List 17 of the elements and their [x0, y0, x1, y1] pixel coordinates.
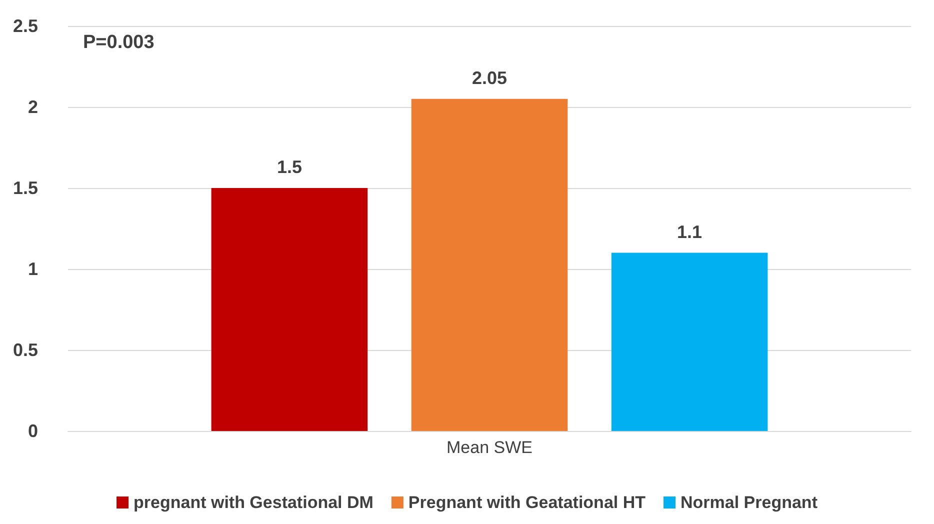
- legend-label: Normal Pregnant: [680, 493, 818, 512]
- y-tick-label: 0: [28, 421, 38, 441]
- legend-label: Pregnant with Geatational HT: [408, 493, 646, 512]
- bar: [211, 188, 368, 431]
- data-label: 2.05: [472, 68, 508, 88]
- y-tick-label: 0.5: [12, 340, 38, 360]
- y-tick-label: 1.5: [12, 178, 38, 198]
- legend-label: pregnant with Gestational DM: [134, 493, 374, 512]
- y-tick-label: 2.5: [12, 16, 38, 36]
- y-tick-label: 2: [28, 97, 38, 117]
- annotation: P=0.003: [83, 32, 154, 53]
- data-label: 1.5: [276, 157, 302, 177]
- bar: [411, 98, 568, 431]
- data-label: 1.1: [677, 222, 702, 242]
- x-tick-label: Mean SWE: [446, 438, 532, 457]
- bar: [611, 252, 768, 431]
- y-tick-label: 1: [28, 259, 38, 279]
